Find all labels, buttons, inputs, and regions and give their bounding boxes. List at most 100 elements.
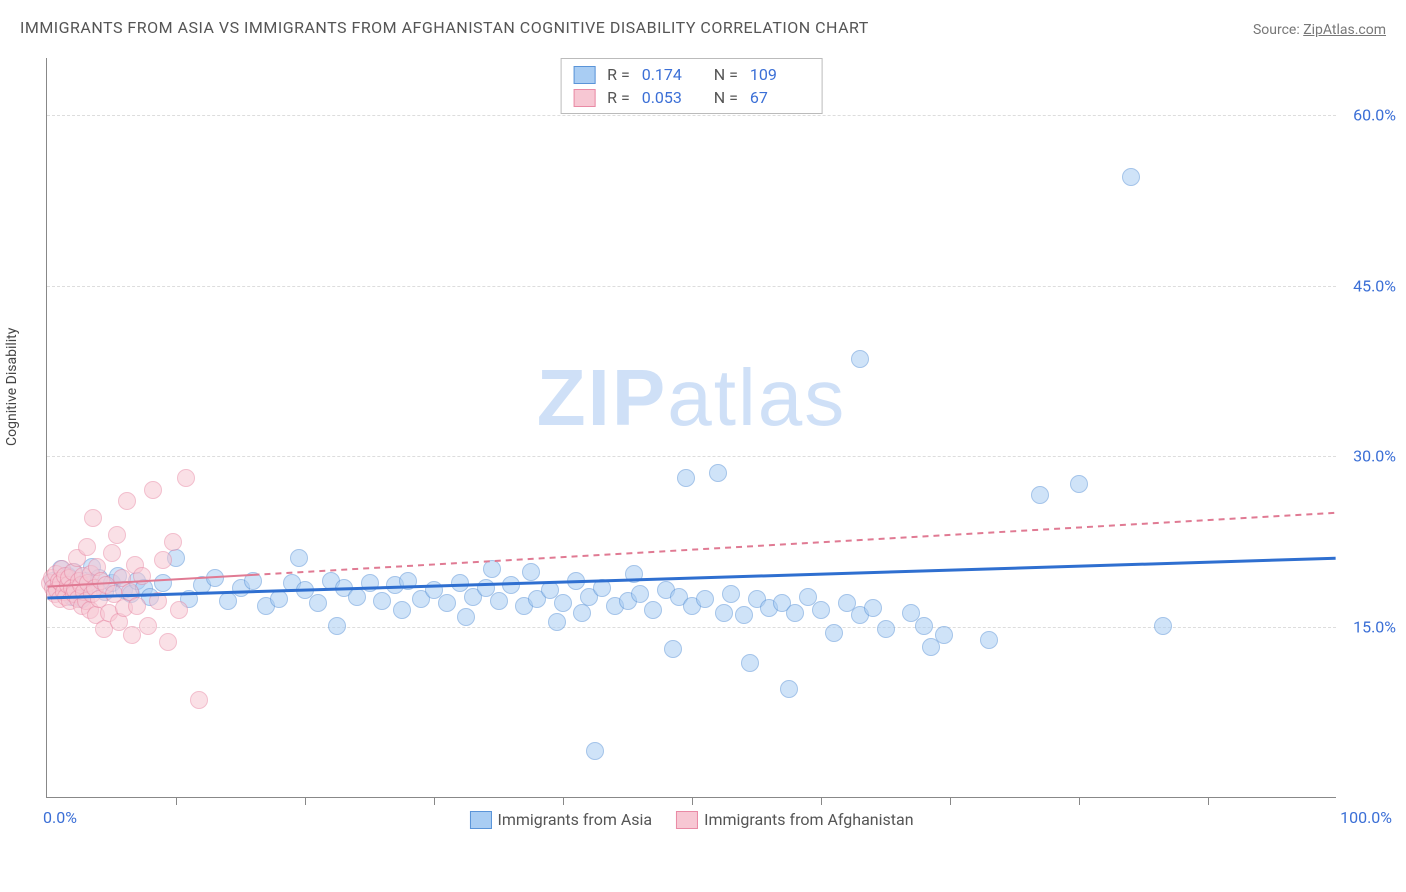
legend-series-label: Immigrants from Afghanistan <box>704 810 913 829</box>
scatter-point <box>393 601 411 619</box>
x-tick <box>434 797 435 805</box>
scatter-point <box>133 567 151 585</box>
plot-area: ZIPatlas R = 0.174 N = 109 R = 0.053 N =… <box>46 58 1336 798</box>
y-tick-label: 60.0% <box>1341 105 1396 124</box>
legend-r-value-asia: 0.174 <box>642 65 702 84</box>
legend-stats-row: R = 0.053 N = 67 <box>573 86 810 109</box>
scatter-point <box>219 592 237 610</box>
scatter-point <box>164 533 182 551</box>
source-link[interactable]: ZipAtlas.com <box>1303 22 1386 38</box>
scatter-point <box>309 594 327 612</box>
scatter-point <box>1031 486 1049 504</box>
scatter-point <box>851 350 869 368</box>
scatter-point <box>502 576 520 594</box>
source-label: Source: ZipAtlas.com <box>1253 22 1386 38</box>
scatter-point <box>177 469 195 487</box>
scatter-point <box>206 569 224 587</box>
scatter-point <box>457 608 475 626</box>
regression-lines <box>47 58 1336 797</box>
y-axis-label: Cognitive Disability <box>4 328 20 446</box>
watermark: ZIPatlas <box>537 352 846 444</box>
scatter-point <box>722 585 740 603</box>
scatter-point <box>483 560 501 578</box>
x-tick <box>1208 797 1209 805</box>
x-tick <box>1079 797 1080 805</box>
legend-n-value-asia: 109 <box>750 65 810 84</box>
x-tick <box>176 797 177 805</box>
x-tick <box>305 797 306 805</box>
scatter-point <box>625 565 643 583</box>
scatter-point <box>154 551 172 569</box>
scatter-point <box>348 588 366 606</box>
legend-series: Immigrants from Asia Immigrants from Afg… <box>469 810 913 829</box>
scatter-point <box>103 544 121 562</box>
x-axis-max-label: 100.0% <box>1340 808 1392 827</box>
scatter-point <box>78 538 96 556</box>
scatter-point <box>128 597 146 615</box>
gridline <box>47 115 1336 116</box>
scatter-point <box>935 626 953 644</box>
gridline <box>47 627 1336 628</box>
y-tick-label: 45.0% <box>1341 276 1396 295</box>
scatter-point <box>270 590 288 608</box>
scatter-point <box>631 585 649 603</box>
watermark-light: atlas <box>667 353 846 442</box>
scatter-point <box>244 572 262 590</box>
scatter-point <box>361 574 379 592</box>
x-axis-min-label: 0.0% <box>43 808 77 827</box>
scatter-point <box>567 572 585 590</box>
scatter-point <box>696 590 714 608</box>
scatter-point <box>108 526 126 544</box>
legend-swatch-afghanistan <box>573 89 595 107</box>
scatter-point <box>864 599 882 617</box>
scatter-point <box>438 594 456 612</box>
scatter-point <box>548 613 566 631</box>
watermark-bold: ZIP <box>537 353 667 442</box>
scatter-point <box>554 594 572 612</box>
legend-swatch-asia <box>469 811 491 829</box>
x-tick <box>692 797 693 805</box>
legend-stats: R = 0.174 N = 109 R = 0.053 N = 67 <box>560 58 823 114</box>
scatter-point <box>373 592 391 610</box>
scatter-point <box>586 742 604 760</box>
scatter-point <box>1122 168 1140 186</box>
scatter-point <box>154 574 172 592</box>
scatter-point <box>664 640 682 658</box>
legend-r-label: R = <box>607 88 630 107</box>
scatter-point <box>490 592 508 610</box>
legend-n-label: N = <box>714 65 738 84</box>
scatter-point <box>677 469 695 487</box>
y-tick-label: 30.0% <box>1341 447 1396 466</box>
scatter-point <box>149 592 167 610</box>
legend-r-label: R = <box>607 65 630 84</box>
scatter-point <box>159 633 177 651</box>
scatter-point <box>780 680 798 698</box>
scatter-point <box>825 624 843 642</box>
scatter-point <box>573 604 591 622</box>
x-tick <box>821 797 822 805</box>
legend-r-value-afghanistan: 0.053 <box>642 88 702 107</box>
scatter-point <box>84 509 102 527</box>
scatter-point <box>812 601 830 619</box>
x-tick <box>950 797 951 805</box>
scatter-point <box>741 654 759 672</box>
scatter-point <box>290 549 308 567</box>
gridline <box>47 456 1336 457</box>
scatter-point <box>709 464 727 482</box>
legend-series-label: Immigrants from Asia <box>497 810 652 829</box>
legend-n-label: N = <box>714 88 738 107</box>
legend-swatch-asia <box>573 66 595 84</box>
scatter-point <box>1070 475 1088 493</box>
scatter-point <box>980 631 998 649</box>
x-tick <box>563 797 564 805</box>
gridline <box>47 286 1336 287</box>
scatter-point <box>144 481 162 499</box>
scatter-point <box>735 606 753 624</box>
scatter-point <box>644 601 662 619</box>
legend-item-asia: Immigrants from Asia <box>469 810 652 829</box>
scatter-point <box>786 604 804 622</box>
scatter-point <box>118 492 136 510</box>
scatter-point <box>1154 617 1172 635</box>
scatter-point <box>399 572 417 590</box>
legend-n-value-afghanistan: 67 <box>750 88 810 107</box>
